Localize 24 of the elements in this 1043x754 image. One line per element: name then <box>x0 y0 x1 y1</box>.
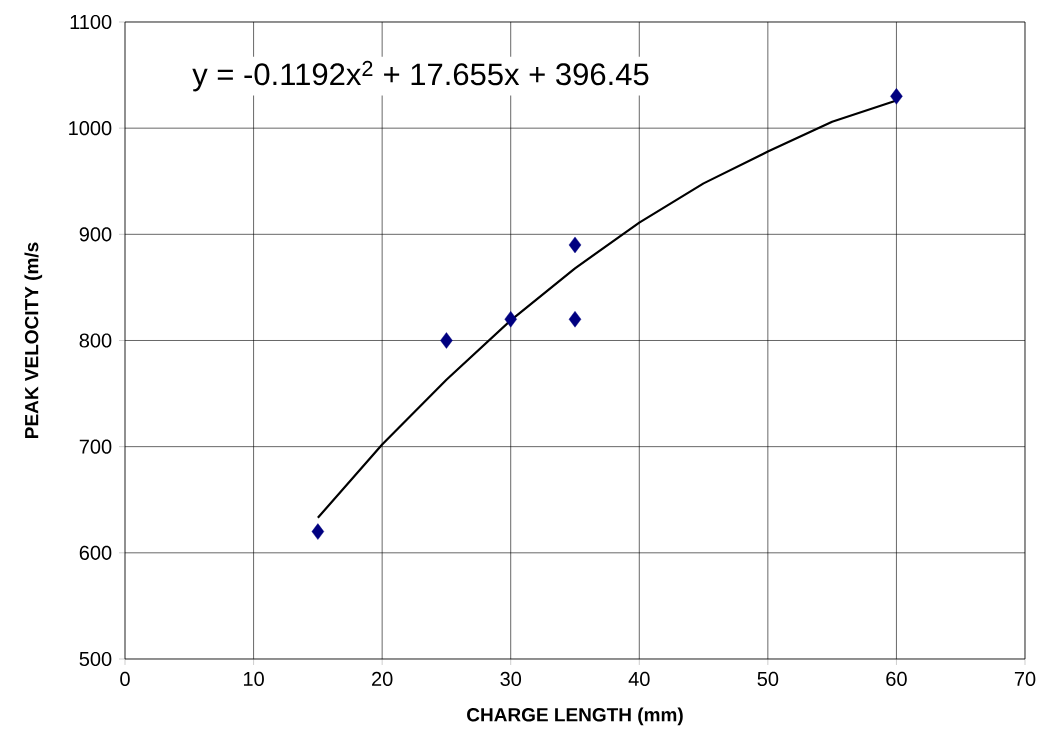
point <box>311 523 325 540</box>
y-tick-label: 600 <box>79 545 112 560</box>
x-tick-label: 30 <box>500 671 522 687</box>
x-tick-label: 50 <box>757 671 779 687</box>
x-tick-label: 70 <box>1014 671 1036 687</box>
point <box>890 88 903 105</box>
x-axis-title: CHARGE LENGTH (mm) <box>467 707 683 726</box>
x-tick-label: 40 <box>628 671 650 687</box>
y-tick-label: 800 <box>79 333 112 348</box>
y-tick-label: 1000 <box>69 121 112 136</box>
y-tick-label: 500 <box>79 651 112 667</box>
y-tick-label: 700 <box>79 439 112 454</box>
y-tick-label: 900 <box>79 227 112 242</box>
point <box>440 332 453 349</box>
x-tick-label: 20 <box>372 671 393 687</box>
x-tick-label: 0 <box>120 671 130 687</box>
x-tick-label: 10 <box>243 671 264 687</box>
y-axis-title: PEAK VELOCITY (m/s <box>24 242 43 438</box>
annotation: y = -0.1192x$^{2}$ + 17.655x + 396.45 <box>192 60 649 92</box>
point <box>568 236 582 254</box>
y-tick-label: 1100 <box>70 14 112 30</box>
point <box>568 311 582 328</box>
x-tick-label: 60 <box>886 671 907 687</box>
point <box>504 311 517 328</box>
